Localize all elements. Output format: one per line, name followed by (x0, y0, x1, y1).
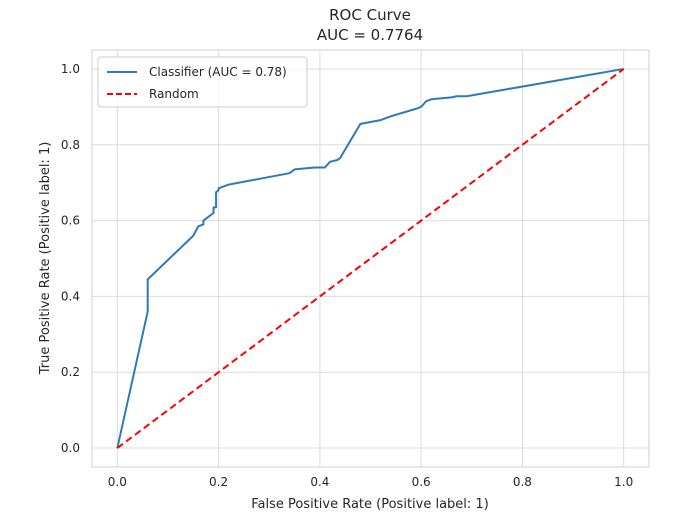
chart-subtitle: AUC = 0.7764 (317, 26, 423, 44)
y-tick-label: 0.2 (61, 365, 80, 379)
y-tick-labels: 0.0 0.2 0.4 0.6 0.8 1.0 (61, 62, 80, 455)
legend-label-random: Random (149, 87, 199, 101)
classifier-roc-line (116, 67, 624, 449)
series-layer (116, 67, 625, 449)
y-tick-label: 0.0 (61, 441, 80, 455)
random-baseline-line (116, 68, 625, 449)
y-tick-label: 0.6 (61, 214, 80, 228)
legend-box (97, 56, 308, 108)
plot-area (91, 49, 650, 468)
x-tick-label: 0.2 (209, 475, 228, 489)
x-tick-label: 1.0 (614, 475, 633, 489)
chart-title: ROC Curve (329, 6, 411, 24)
grid-lines (92, 50, 649, 467)
x-tick-label: 0.6 (412, 475, 431, 489)
y-tick-label: 0.8 (61, 138, 80, 152)
y-axis-label: True Positive Rate (Positive label: 1) (38, 142, 53, 376)
y-tick-label: 0.4 (61, 289, 80, 303)
x-tick-label: 0.4 (310, 475, 329, 489)
x-tick-labels: 0.0 0.2 0.4 0.6 0.8 1.0 (108, 475, 633, 489)
x-tick-label: 0.0 (108, 475, 127, 489)
legend-label-classifier: Classifier (AUC = 0.78) (149, 65, 287, 79)
legend: Classifier (AUC = 0.78) Random (97, 56, 308, 108)
x-axis-label: False Positive Rate (Positive label: 1) (251, 497, 489, 512)
y-tick-label: 1.0 (61, 62, 80, 76)
x-tick-label: 0.8 (513, 475, 532, 489)
